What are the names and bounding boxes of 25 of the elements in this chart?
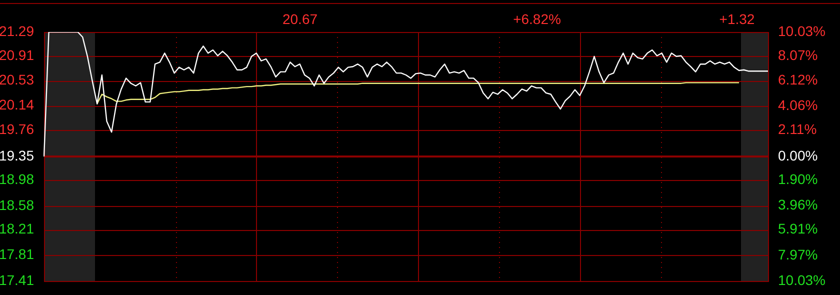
y-tick-label: 20.53: [0, 72, 34, 88]
text: +1.32: [719, 10, 755, 27]
y-tick-label: 18.58: [0, 196, 34, 213]
y-tick-label: 20.91: [0, 47, 34, 64]
y2-tick-label: 10.03%: [778, 272, 826, 288]
y-tick-label: 18.21: [0, 220, 34, 237]
y2-tick-label: 6.12%: [778, 71, 818, 88]
y-tick-label: 21.29: [0, 22, 34, 39]
y2-tick-label: 2.11%: [778, 121, 817, 138]
y2-tick-label: 3.96%: [778, 196, 818, 213]
y-tick-label: 18.98: [0, 171, 34, 188]
y-tick-label: 19.35: [0, 147, 34, 164]
y-tick-label: 19.76: [0, 121, 34, 138]
y-tick-label: 20.14: [0, 96, 34, 113]
text: 20.67: [282, 10, 318, 27]
y2-tick-label: 10.03%: [778, 22, 826, 39]
y2-tick-label: 1.90%: [778, 170, 818, 187]
y2-tick-label: 0.00%: [778, 147, 818, 164]
y2-tick-label: 7.97%: [778, 246, 818, 262]
y2-tick-label: 8.07%: [778, 47, 818, 64]
y2-tick-label: 5.91%: [778, 220, 818, 237]
text: +6.82%: [513, 10, 561, 27]
y-tick-label: 17.41: [0, 272, 34, 288]
y2-tick-label: 4.06%: [778, 96, 818, 113]
y-tick-label: 17.81: [0, 246, 34, 262]
